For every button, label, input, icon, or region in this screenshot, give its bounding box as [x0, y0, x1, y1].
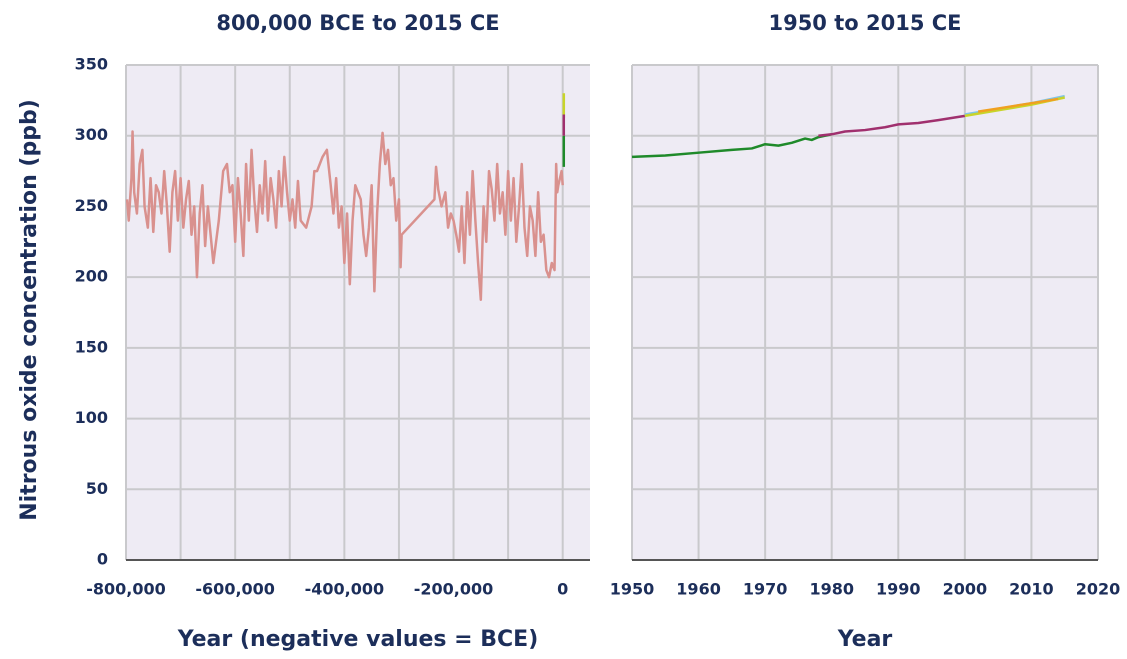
y-tick-label: 250: [75, 196, 108, 215]
y-tick-label: 50: [86, 479, 108, 498]
chart-title: 1950 to 2015 CE: [768, 11, 961, 35]
x-tick-label: -600,000: [195, 580, 275, 599]
x-tick-label: 1970: [743, 580, 788, 599]
y-tick-label: 350: [75, 55, 108, 74]
y-axis-label: Nitrous oxide concentration (ppb): [17, 99, 42, 521]
plot-area: [126, 65, 590, 560]
x-axis-label: Year (negative values = BCE): [177, 627, 539, 652]
y-tick-label: 0: [97, 550, 108, 569]
x-tick-label: 1980: [809, 580, 854, 599]
data-line: [818, 114, 966, 137]
x-tick-label: -400,000: [305, 580, 385, 599]
x-tick-label: 0: [557, 580, 568, 599]
x-tick-label: -800,000: [86, 580, 166, 599]
data-line: [125, 130, 564, 302]
x-tick-label: 2020: [1076, 580, 1121, 599]
x-tick-label: 1960: [676, 580, 721, 599]
x-tick-label: 2010: [1009, 580, 1054, 599]
data-line: [977, 97, 1059, 113]
x-tick-label: 2000: [943, 580, 988, 599]
plot-area: [632, 65, 1098, 560]
y-tick-label: 100: [75, 408, 108, 427]
y-tick-label: 200: [75, 267, 108, 286]
x-tick-label: 1990: [876, 580, 921, 599]
x-axis-label: Year: [837, 627, 893, 652]
chart-title: 800,000 BCE to 2015 CE: [216, 11, 499, 35]
y-tick-label: 300: [75, 125, 108, 144]
x-tick-label: 1950: [610, 580, 655, 599]
data-line: [631, 133, 832, 159]
y-tick-label: 150: [75, 337, 108, 356]
x-tick-label: -200,000: [414, 580, 494, 599]
